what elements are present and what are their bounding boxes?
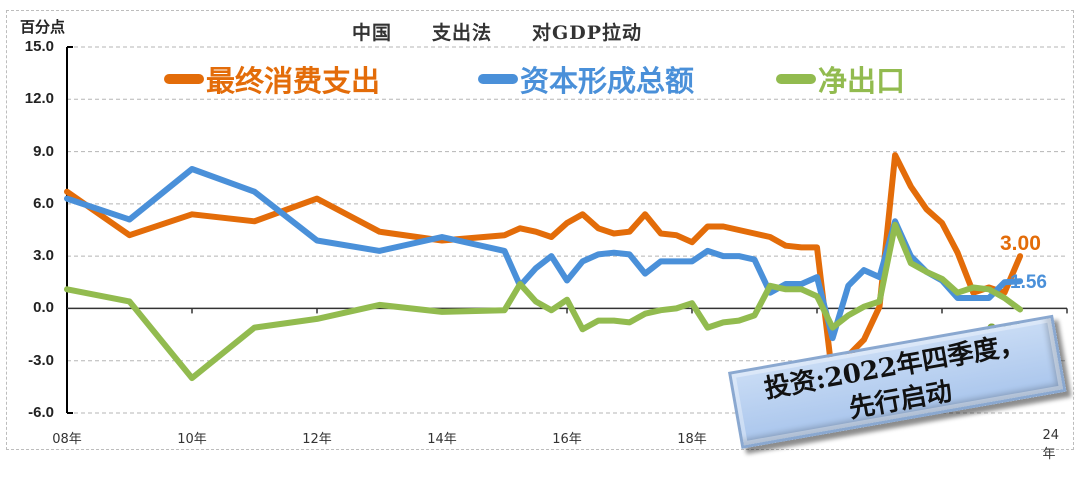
y-tick-neg6: -6.0: [28, 404, 54, 421]
x-tick-10: 10年: [177, 432, 207, 447]
y-tick-neg3: -3.0: [28, 352, 54, 369]
y-tick-9: 9.0: [33, 143, 54, 160]
x-tick-24: 24年: [1042, 428, 1060, 462]
legend-label: 资本形成总额: [520, 64, 695, 98]
series-line: [64, 152, 1024, 382]
x-tick-14: 14年: [427, 432, 457, 447]
legend-swatch-icon: [776, 74, 816, 84]
x-tick-08: 08年: [52, 432, 82, 447]
legend-swatch-icon: [164, 74, 204, 84]
y-tick-0: 0.0: [33, 299, 54, 316]
series-line: [64, 221, 1024, 382]
end-value-capital: 1.56: [1010, 272, 1047, 293]
chart-frame: [6, 10, 1074, 450]
chart-title: 中国 支出法 对GDP拉动: [352, 22, 642, 44]
end-value-consumption: 3.00: [1000, 232, 1041, 255]
legend-item-consumption: 最终消费支出: [164, 58, 380, 100]
y-tick-15: 15.0: [24, 38, 54, 55]
y-tick-6: 6.0: [33, 195, 54, 212]
series-line: [64, 166, 1024, 342]
legend-label: 最终消费支出: [206, 64, 381, 98]
x-tick-16: 16年: [552, 432, 582, 447]
y-tick-3: 3.0: [33, 247, 54, 264]
x-tick-18: 18年: [677, 432, 707, 447]
y-axis-unit-label: 百分点: [20, 18, 66, 36]
legend-item-capital: 资本形成总额: [478, 58, 694, 100]
y-tick-12: 12.0: [24, 90, 54, 107]
x-tick-12: 12年: [302, 432, 332, 447]
legend-item-netexport: 净出口: [776, 58, 905, 100]
legend-swatch-icon: [478, 74, 518, 84]
legend-label: 净出口: [818, 64, 906, 98]
